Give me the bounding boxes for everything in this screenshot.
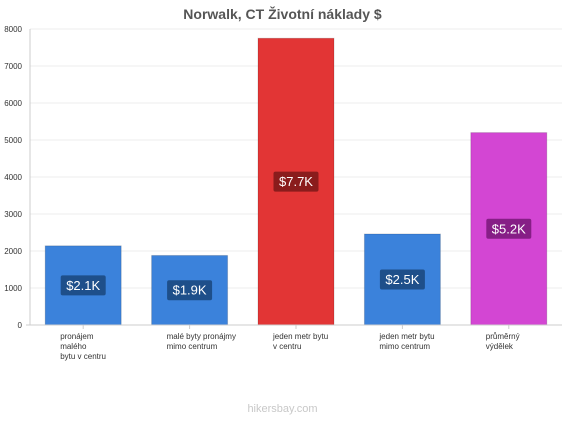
- y-tick-label: 8000: [4, 25, 22, 34]
- x-category-label: jeden metr bytu v centru: [272, 332, 328, 351]
- value-label: $2.5K: [385, 272, 419, 287]
- y-tick-label: 4000: [4, 173, 22, 182]
- x-category-label: pronájem malého bytu v centru: [60, 332, 106, 361]
- bars: [44, 37, 548, 326]
- value-label-bg: [273, 171, 319, 192]
- value-label: $7.7K: [279, 174, 313, 189]
- y-tick-label: 0: [18, 321, 23, 330]
- value-label: $2.1K: [66, 278, 100, 293]
- x-category-label: malé byty pronájmy mimo centrum: [167, 332, 236, 351]
- x-category-label: průměrný výdělek: [486, 332, 520, 351]
- value-label-bg: [486, 218, 532, 239]
- y-tick-label: 3000: [4, 210, 22, 219]
- y-tick-label: 2000: [4, 247, 22, 256]
- value-labels: $2.1K $1.9K $7.7K $2.5K $5.2K: [60, 171, 532, 301]
- x-category-label: jeden metr bytu mimo centrum: [378, 332, 434, 351]
- value-label-bg: [167, 280, 213, 301]
- y-tick-label: 6000: [4, 99, 22, 108]
- watermark: hikersbay.com: [247, 403, 318, 415]
- y-tick-label: 5000: [4, 136, 22, 145]
- value-label-bg: [60, 275, 106, 296]
- y-axis: 0 1000 2000 3000 4000 5000 6000 7000 8000: [4, 25, 31, 330]
- chart-title: Norwalk, CT Životní náklady $: [183, 6, 382, 22]
- value-label: $5.2K: [492, 221, 526, 236]
- y-tick-label: 1000: [4, 284, 22, 293]
- value-label: $1.9K: [173, 283, 207, 298]
- value-label-bg: [379, 269, 425, 290]
- y-tick-label: 7000: [4, 62, 22, 71]
- x-axis: pronájem malého bytu v centru malé byty pro…: [26, 324, 562, 361]
